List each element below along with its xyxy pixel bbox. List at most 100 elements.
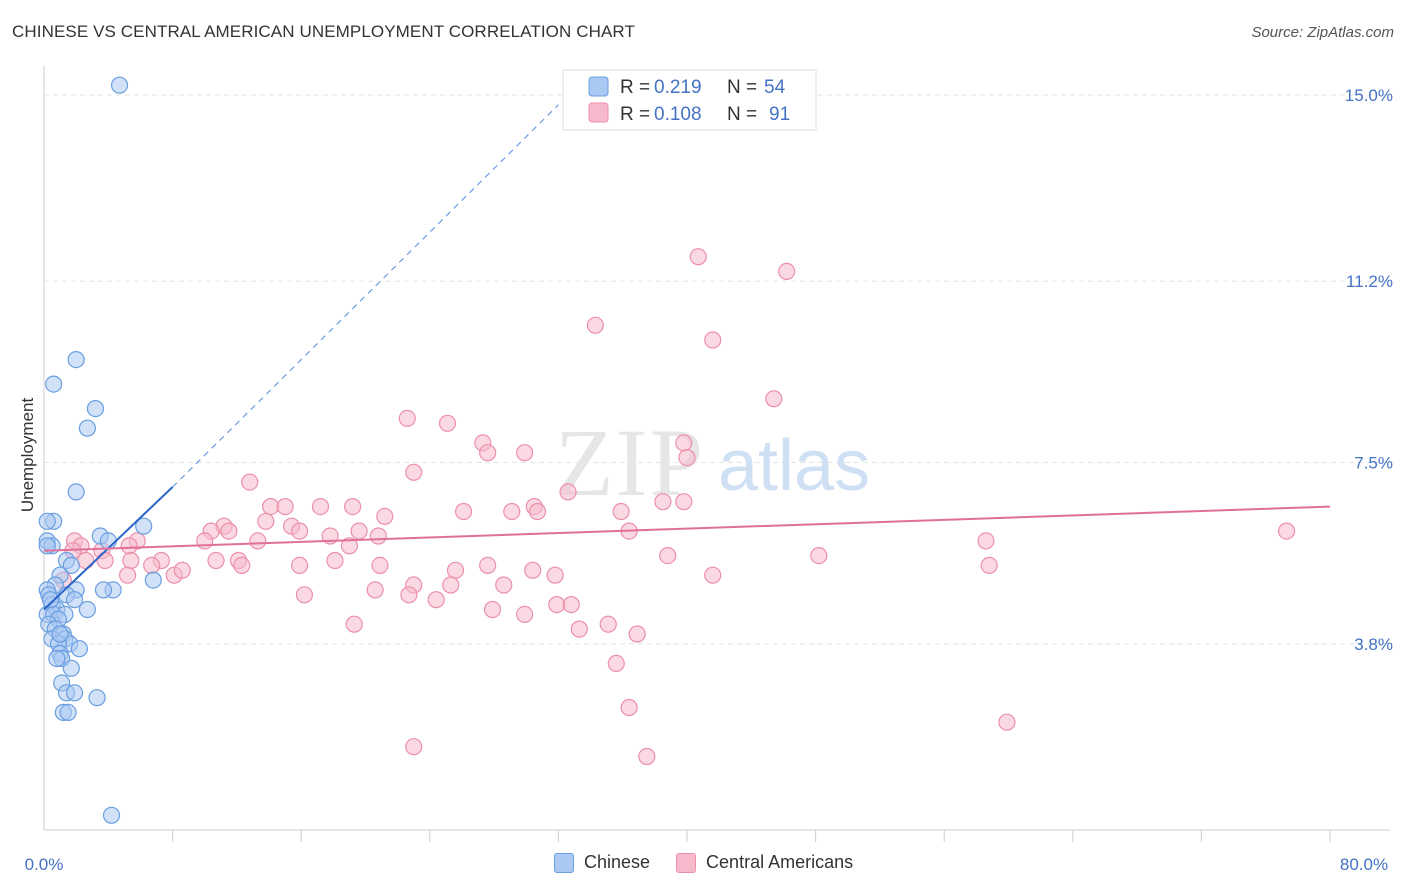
legend-central-r-value: 0.108 xyxy=(654,104,702,125)
central-american-point xyxy=(599,615,617,633)
chinese-point xyxy=(94,581,113,599)
central-american-point xyxy=(980,556,998,575)
legend-chinese-n-label: N = xyxy=(727,77,757,98)
legend-chinese-n-value: 54 xyxy=(764,77,786,98)
central-american-point xyxy=(516,605,534,624)
central-american-point xyxy=(446,561,465,579)
central-american-point xyxy=(704,566,722,584)
central-american-point xyxy=(570,620,588,638)
central-american-point xyxy=(689,248,707,266)
y-tick-label: 11.2% xyxy=(1346,272,1393,291)
chinese-point xyxy=(65,684,84,702)
central-american-point xyxy=(704,331,722,349)
chinese-point xyxy=(78,600,97,619)
central-american-point xyxy=(295,586,314,604)
central-american-point xyxy=(207,551,225,570)
central-american-point xyxy=(562,595,580,614)
chinese-point xyxy=(41,591,60,609)
central-american-point xyxy=(778,262,796,280)
central-american-point xyxy=(96,551,114,570)
central-american-point xyxy=(398,409,416,427)
central-american-point xyxy=(495,576,513,594)
chinese-point xyxy=(135,517,153,535)
y-tick-label: 15.0% xyxy=(1345,86,1393,105)
central-american-point xyxy=(326,551,344,570)
central-american-points xyxy=(54,248,1296,766)
legend-central-n-value: 91 xyxy=(769,104,790,125)
central-american-point xyxy=(405,463,423,481)
central-american-point xyxy=(654,493,672,511)
central-american-point xyxy=(400,586,418,604)
legend: R = 0.219 N = 54 R = 0.108 N = 91 xyxy=(562,69,817,131)
chart-title: CHINESE VS CENTRAL AMERICAN UNEMPLOYMENT… xyxy=(12,22,635,41)
legend-chinese-r-label: R = xyxy=(620,77,650,98)
central-american-point xyxy=(438,414,457,432)
chinese-point xyxy=(65,591,84,609)
central-american-point xyxy=(548,595,566,614)
central-american-point xyxy=(350,522,368,540)
source-credit: Source: ZipAtlas.com xyxy=(1251,24,1394,41)
central-american-point xyxy=(196,532,214,550)
bottom-legend: Chinese Central Americans xyxy=(554,852,879,873)
chinese-point xyxy=(48,649,66,668)
chinese-point xyxy=(110,76,129,94)
bottom-legend-label-chinese: Chinese xyxy=(584,852,651,872)
central-american-point xyxy=(503,502,521,521)
central-american-point xyxy=(638,747,656,766)
central-american-point xyxy=(233,556,251,575)
central-american-point xyxy=(620,698,638,717)
central-american-point xyxy=(173,561,191,579)
central-american-point xyxy=(276,498,294,516)
central-american-point xyxy=(765,390,783,408)
central-american-point xyxy=(628,625,646,643)
chinese-point xyxy=(70,640,88,658)
chinese-point xyxy=(38,512,56,530)
central-american-point xyxy=(1277,522,1296,540)
central-american-point xyxy=(369,527,387,545)
chinese-point xyxy=(102,806,121,824)
x-tick-label-max: 80.0% xyxy=(1340,855,1388,874)
central-american-point xyxy=(366,581,384,599)
central-american-point xyxy=(120,537,138,555)
central-american-point xyxy=(524,561,542,579)
bottom-legend-label-central: Central Americans xyxy=(706,852,854,872)
central-american-point xyxy=(977,532,995,550)
chinese-point xyxy=(88,689,106,707)
legend-chinese-r-value: 0.219 xyxy=(654,77,702,98)
bottom-legend-swatch-chinese xyxy=(554,852,574,873)
central-american-point xyxy=(241,473,259,491)
central-american-point xyxy=(220,522,238,540)
watermark-atlas: atlas xyxy=(718,426,870,506)
bottom-legend-item-chinese: Chinese xyxy=(554,852,650,873)
central-american-point xyxy=(516,444,534,462)
y-tick-label: 7.5% xyxy=(1354,454,1393,473)
central-american-point xyxy=(559,483,577,501)
central-american-point xyxy=(257,512,275,530)
bottom-legend-item-central: Central Americans xyxy=(676,852,853,873)
legend-swatch-central xyxy=(588,102,609,123)
y-axis-tick-labels: 3.8% 7.5% 11.2% 15.0% xyxy=(1345,86,1393,654)
legend-central-r-label: R = xyxy=(620,104,650,125)
chinese-point xyxy=(67,351,85,369)
chinese-trend-extension xyxy=(172,104,559,488)
central-american-point xyxy=(345,615,363,633)
central-american-point xyxy=(483,600,502,619)
chinese-point xyxy=(51,625,69,643)
central-american-point xyxy=(678,449,696,467)
central-american-point xyxy=(479,556,497,575)
central-american-point xyxy=(249,532,267,550)
central-american-point xyxy=(427,591,445,609)
chinese-point xyxy=(62,659,80,677)
central-american-point xyxy=(122,551,140,570)
central-american-point xyxy=(479,444,497,462)
x-tick-label-min: 0.0% xyxy=(25,855,64,874)
central-american-point xyxy=(546,566,564,584)
central-american-point xyxy=(118,566,137,584)
central-trend-line xyxy=(43,505,1331,552)
chinese-point xyxy=(99,532,117,550)
x-axis-ticks xyxy=(172,830,1331,842)
trend-lines xyxy=(43,104,1331,611)
central-american-point xyxy=(376,507,394,526)
central-american-point xyxy=(607,654,625,673)
